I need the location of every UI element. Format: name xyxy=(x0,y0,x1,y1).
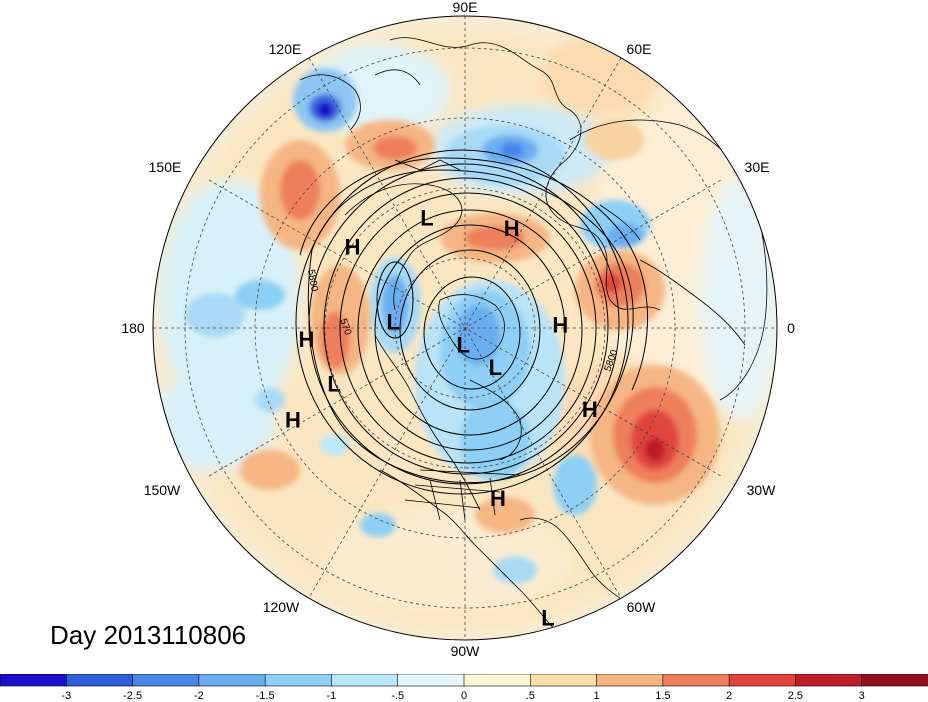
colorbar-tick-label: 2 xyxy=(726,690,732,702)
lon-label-0: 0 xyxy=(787,320,795,336)
colorbar-swatch xyxy=(529,674,598,687)
lon-label-60e: 60E xyxy=(627,41,652,57)
colorbar-swatch xyxy=(397,674,465,687)
colorbar-tick-label: 0 xyxy=(461,690,467,702)
low-pressure-marker: L xyxy=(541,606,554,631)
lon-label-90w: 90W xyxy=(451,643,481,659)
low-pressure-marker: L xyxy=(420,206,433,231)
colorbar-swatch xyxy=(463,674,532,687)
map-border xyxy=(152,15,778,641)
colorbar-swatch xyxy=(596,674,664,687)
anomaly-shading xyxy=(153,16,777,640)
colorbar: -3 -2.5 -2 -1.5 -1 -.5 0 .5 1 1.5 2 2.5 3 xyxy=(0,674,928,702)
colorbar-swatch xyxy=(132,674,200,687)
colorbar-swatch xyxy=(728,674,797,687)
colorbar-swatch xyxy=(331,674,399,687)
low-pressure-marker: L xyxy=(327,372,340,397)
high-pressure-marker: H xyxy=(582,397,598,422)
lon-label-30e: 30E xyxy=(745,159,770,175)
lon-label-150e: 150E xyxy=(149,159,182,175)
colorbar-tick-label: 1 xyxy=(594,690,600,702)
colorbar-tick-label: 2.5 xyxy=(788,690,803,702)
colorbar-swatch xyxy=(662,674,730,687)
polar-map: 5800 570 5800 90E 60E 30E 0 30W 60W 90W … xyxy=(121,0,795,659)
colorbar-swatch xyxy=(65,674,134,687)
colorbar-tick-label: -2 xyxy=(194,690,204,702)
coastlines xyxy=(299,37,768,636)
colorbar-tick-label: -.5 xyxy=(391,690,404,702)
height-contours xyxy=(295,149,649,495)
lon-label-180: 180 xyxy=(121,320,145,336)
colorbar-tick-label: .5 xyxy=(526,690,535,702)
low-pressure-marker: L xyxy=(386,310,399,335)
colorbar-swatch xyxy=(861,674,928,687)
high-pressure-marker: H xyxy=(552,313,568,338)
high-pressure-marker: H xyxy=(285,408,301,433)
low-pressure-marker: L xyxy=(457,332,470,357)
colorbar-tick-label: -2.5 xyxy=(123,690,142,702)
map-title: Day 2013110806 xyxy=(50,620,247,650)
high-pressure-marker: H xyxy=(345,234,361,259)
colorbar-tick-label: -1 xyxy=(327,690,337,702)
colorbar-swatch xyxy=(264,674,333,687)
lon-label-30w: 30W xyxy=(747,482,777,498)
colorbar-swatch xyxy=(0,674,68,687)
high-pressure-marker: H xyxy=(490,486,506,511)
colorbar-tick-label: 3 xyxy=(859,690,865,702)
lon-label-90e: 90E xyxy=(453,0,478,15)
graticule xyxy=(153,16,777,640)
high-pressure-marker: H xyxy=(298,327,314,352)
colorbar-tick-label: -3 xyxy=(61,690,71,702)
colorbar-swatch xyxy=(795,674,863,687)
colorbar-tick-label: -1.5 xyxy=(256,690,275,702)
lon-label-120w: 120W xyxy=(263,599,300,615)
lon-label-120e: 120E xyxy=(269,41,302,57)
lon-label-60w: 60W xyxy=(627,599,657,615)
lon-label-150w: 150W xyxy=(144,482,181,498)
colorbar-tick-label: 1.5 xyxy=(655,690,670,702)
low-pressure-marker: L xyxy=(489,355,502,380)
colorbar-swatch xyxy=(198,674,266,687)
contour-label: 5800 xyxy=(305,269,320,293)
high-pressure-marker: H xyxy=(504,216,520,241)
